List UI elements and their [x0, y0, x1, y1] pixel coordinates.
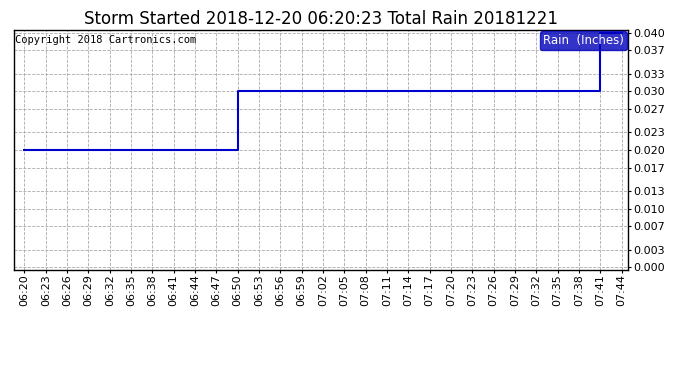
Legend: Rain  (Inches): Rain (Inches)	[540, 31, 627, 50]
Text: Copyright 2018 Cartronics.com: Copyright 2018 Cartronics.com	[15, 35, 196, 45]
Title: Storm Started 2018-12-20 06:20:23 Total Rain 20181221: Storm Started 2018-12-20 06:20:23 Total …	[84, 10, 558, 28]
